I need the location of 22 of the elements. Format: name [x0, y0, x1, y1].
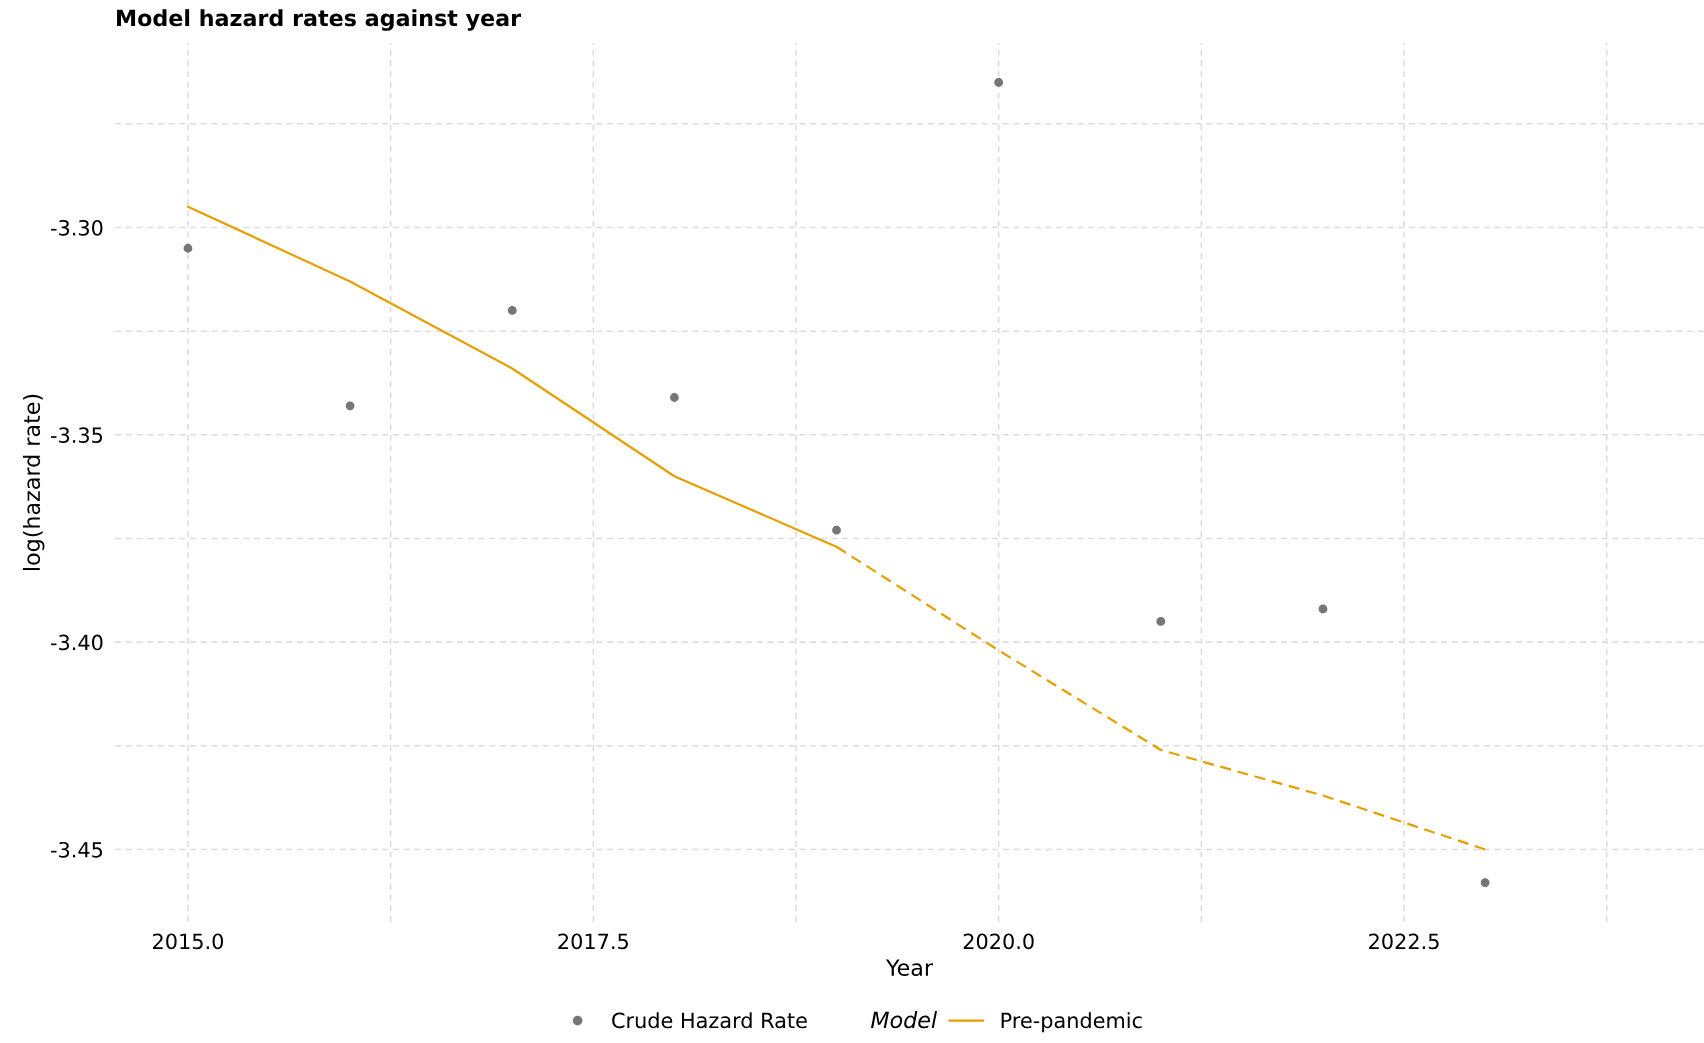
point [1156, 617, 1166, 626]
x-tick-label: 2015.0 [153, 933, 224, 950]
legend-label: Crude Hazard Rate [612, 1012, 807, 1029]
chart-title: Model hazard rates against year [117, 9, 522, 31]
x-axis-title: Year [885, 959, 934, 977]
point [832, 525, 841, 535]
y-tick-label: -3.40 [51, 634, 103, 651]
legend-label: Pre-pandemic [1001, 1012, 1142, 1033]
point [1480, 878, 1490, 887]
x-tick-label: 2022.5 [1369, 933, 1439, 950]
point [345, 401, 355, 411]
point [507, 306, 517, 315]
x-tick-label: 2017.5 [558, 933, 628, 950]
x-tick-label: 2020.0 [963, 933, 1034, 950]
y-tick-label: -3.35 [51, 427, 103, 444]
y-tick-label: -3.45 [51, 841, 103, 858]
legend-title: Model [870, 1011, 938, 1029]
point [670, 393, 679, 402]
point [183, 243, 193, 253]
y-axis-title: log(hazard rate) [22, 394, 45, 571]
point [1318, 604, 1328, 614]
y-tick-label: -3.30 [51, 219, 103, 236]
